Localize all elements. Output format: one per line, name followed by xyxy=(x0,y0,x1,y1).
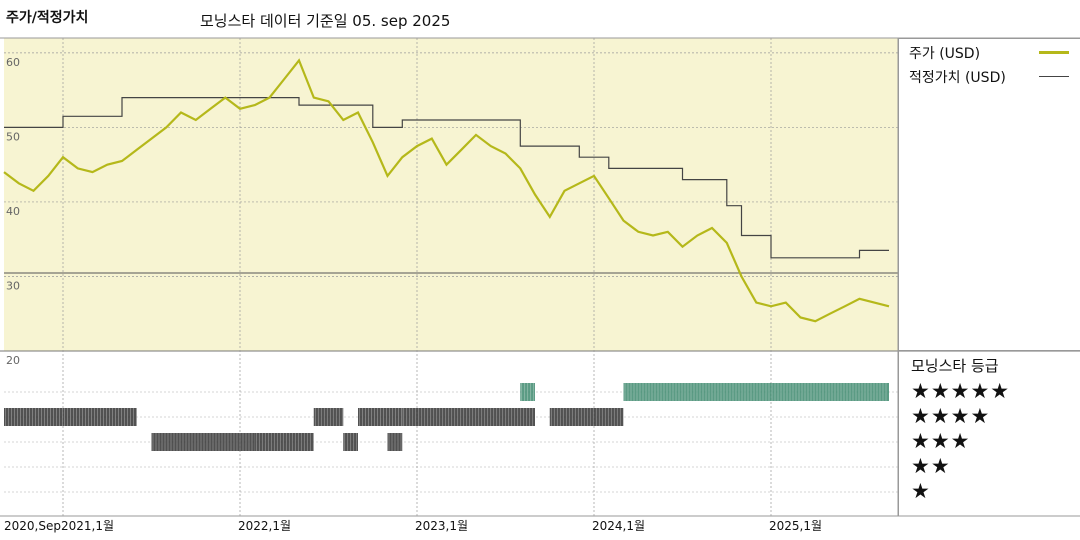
rating-3-stars: ★★★ xyxy=(911,429,971,453)
legend-fair-value-swatch xyxy=(1039,76,1069,77)
rating-segment-4-stars xyxy=(4,408,63,426)
rating-bar xyxy=(623,383,889,401)
rating-segment-5-stars xyxy=(623,383,889,401)
x-tick-label: 2025,1월 xyxy=(769,519,822,533)
rating-grid xyxy=(4,391,898,493)
y-tick-label: 60 xyxy=(6,56,20,69)
y-ticks: 60 50 40 30 20 xyxy=(6,56,20,367)
y-tick-label: 30 xyxy=(6,279,20,292)
legend: 주가 (USD) 적정가치 (USD) xyxy=(898,38,1080,350)
y-tick-label: 40 xyxy=(6,205,20,218)
rating-bar xyxy=(151,433,255,451)
rating-2-stars: ★★ xyxy=(911,454,951,478)
x-tick-label: 2024,1월 xyxy=(592,519,645,533)
plot-background xyxy=(4,38,898,351)
rating-segment-3-stars xyxy=(387,433,403,451)
legend-fair-value: 적정가치 (USD) xyxy=(909,67,1006,87)
legend-fair-value-label: 적정가치 (USD) xyxy=(909,70,1006,86)
legend-price: 주가 (USD) xyxy=(909,43,980,63)
rating-title: 모닝스타 등급 xyxy=(911,357,999,375)
rating-segment-3-stars xyxy=(254,433,314,451)
legend-price-swatch xyxy=(1039,51,1069,54)
x-tick-label: 2022,1월 xyxy=(238,519,291,533)
rating-bar xyxy=(520,383,535,401)
x-tick-label: 2023,1월 xyxy=(415,519,468,533)
rating-segment-4-stars xyxy=(549,408,624,426)
rating-segment-3-stars xyxy=(343,433,358,451)
rating-segment-5-stars xyxy=(520,383,535,401)
rating-segment-4-stars xyxy=(402,408,535,426)
x-axis-labels: 2020,Sep 2021,1월 2022,1월 2023,1월 2024,1월 2025… xyxy=(4,519,822,533)
rating-bar xyxy=(313,408,344,426)
rating-bar xyxy=(254,433,314,451)
rating-bar xyxy=(358,408,403,426)
y-tick-label: 20 xyxy=(6,354,20,367)
rating-5-stars: ★★★★★ xyxy=(911,379,1011,403)
chart-title: 주가/적정가치 xyxy=(6,10,89,26)
rating-1-star: ★ xyxy=(911,479,931,503)
rating-segment-4-stars xyxy=(313,408,344,426)
rating-segment-4-stars xyxy=(358,408,403,426)
x-tick-label: 2021,1월 xyxy=(61,519,114,533)
rating-bar xyxy=(343,433,358,451)
data-date-subtitle: 모닝스타 데이터 기준일 05. sep 2025 xyxy=(200,12,451,30)
x-tick-label: 2020,Sep xyxy=(4,519,61,533)
rating-4-stars: ★★★★ xyxy=(911,404,991,428)
rating-segment-4-stars xyxy=(63,408,137,426)
legend-price-label: 주가 (USD) xyxy=(909,46,981,62)
rating-bar xyxy=(402,408,535,426)
y-tick-label: 50 xyxy=(6,130,20,143)
rating-panel: 모닝스타 등급 ★★★★★ ★★★★ ★★★ ★★ ★ xyxy=(898,350,1080,516)
rating-bar xyxy=(63,408,137,426)
price-line xyxy=(3,58,890,323)
rating-bar xyxy=(387,433,403,451)
rating-segment-3-stars xyxy=(151,433,255,451)
rating-bar xyxy=(4,408,63,426)
rating-bars xyxy=(4,383,889,451)
fair-value-line xyxy=(4,97,889,259)
rating-bar xyxy=(549,408,624,426)
